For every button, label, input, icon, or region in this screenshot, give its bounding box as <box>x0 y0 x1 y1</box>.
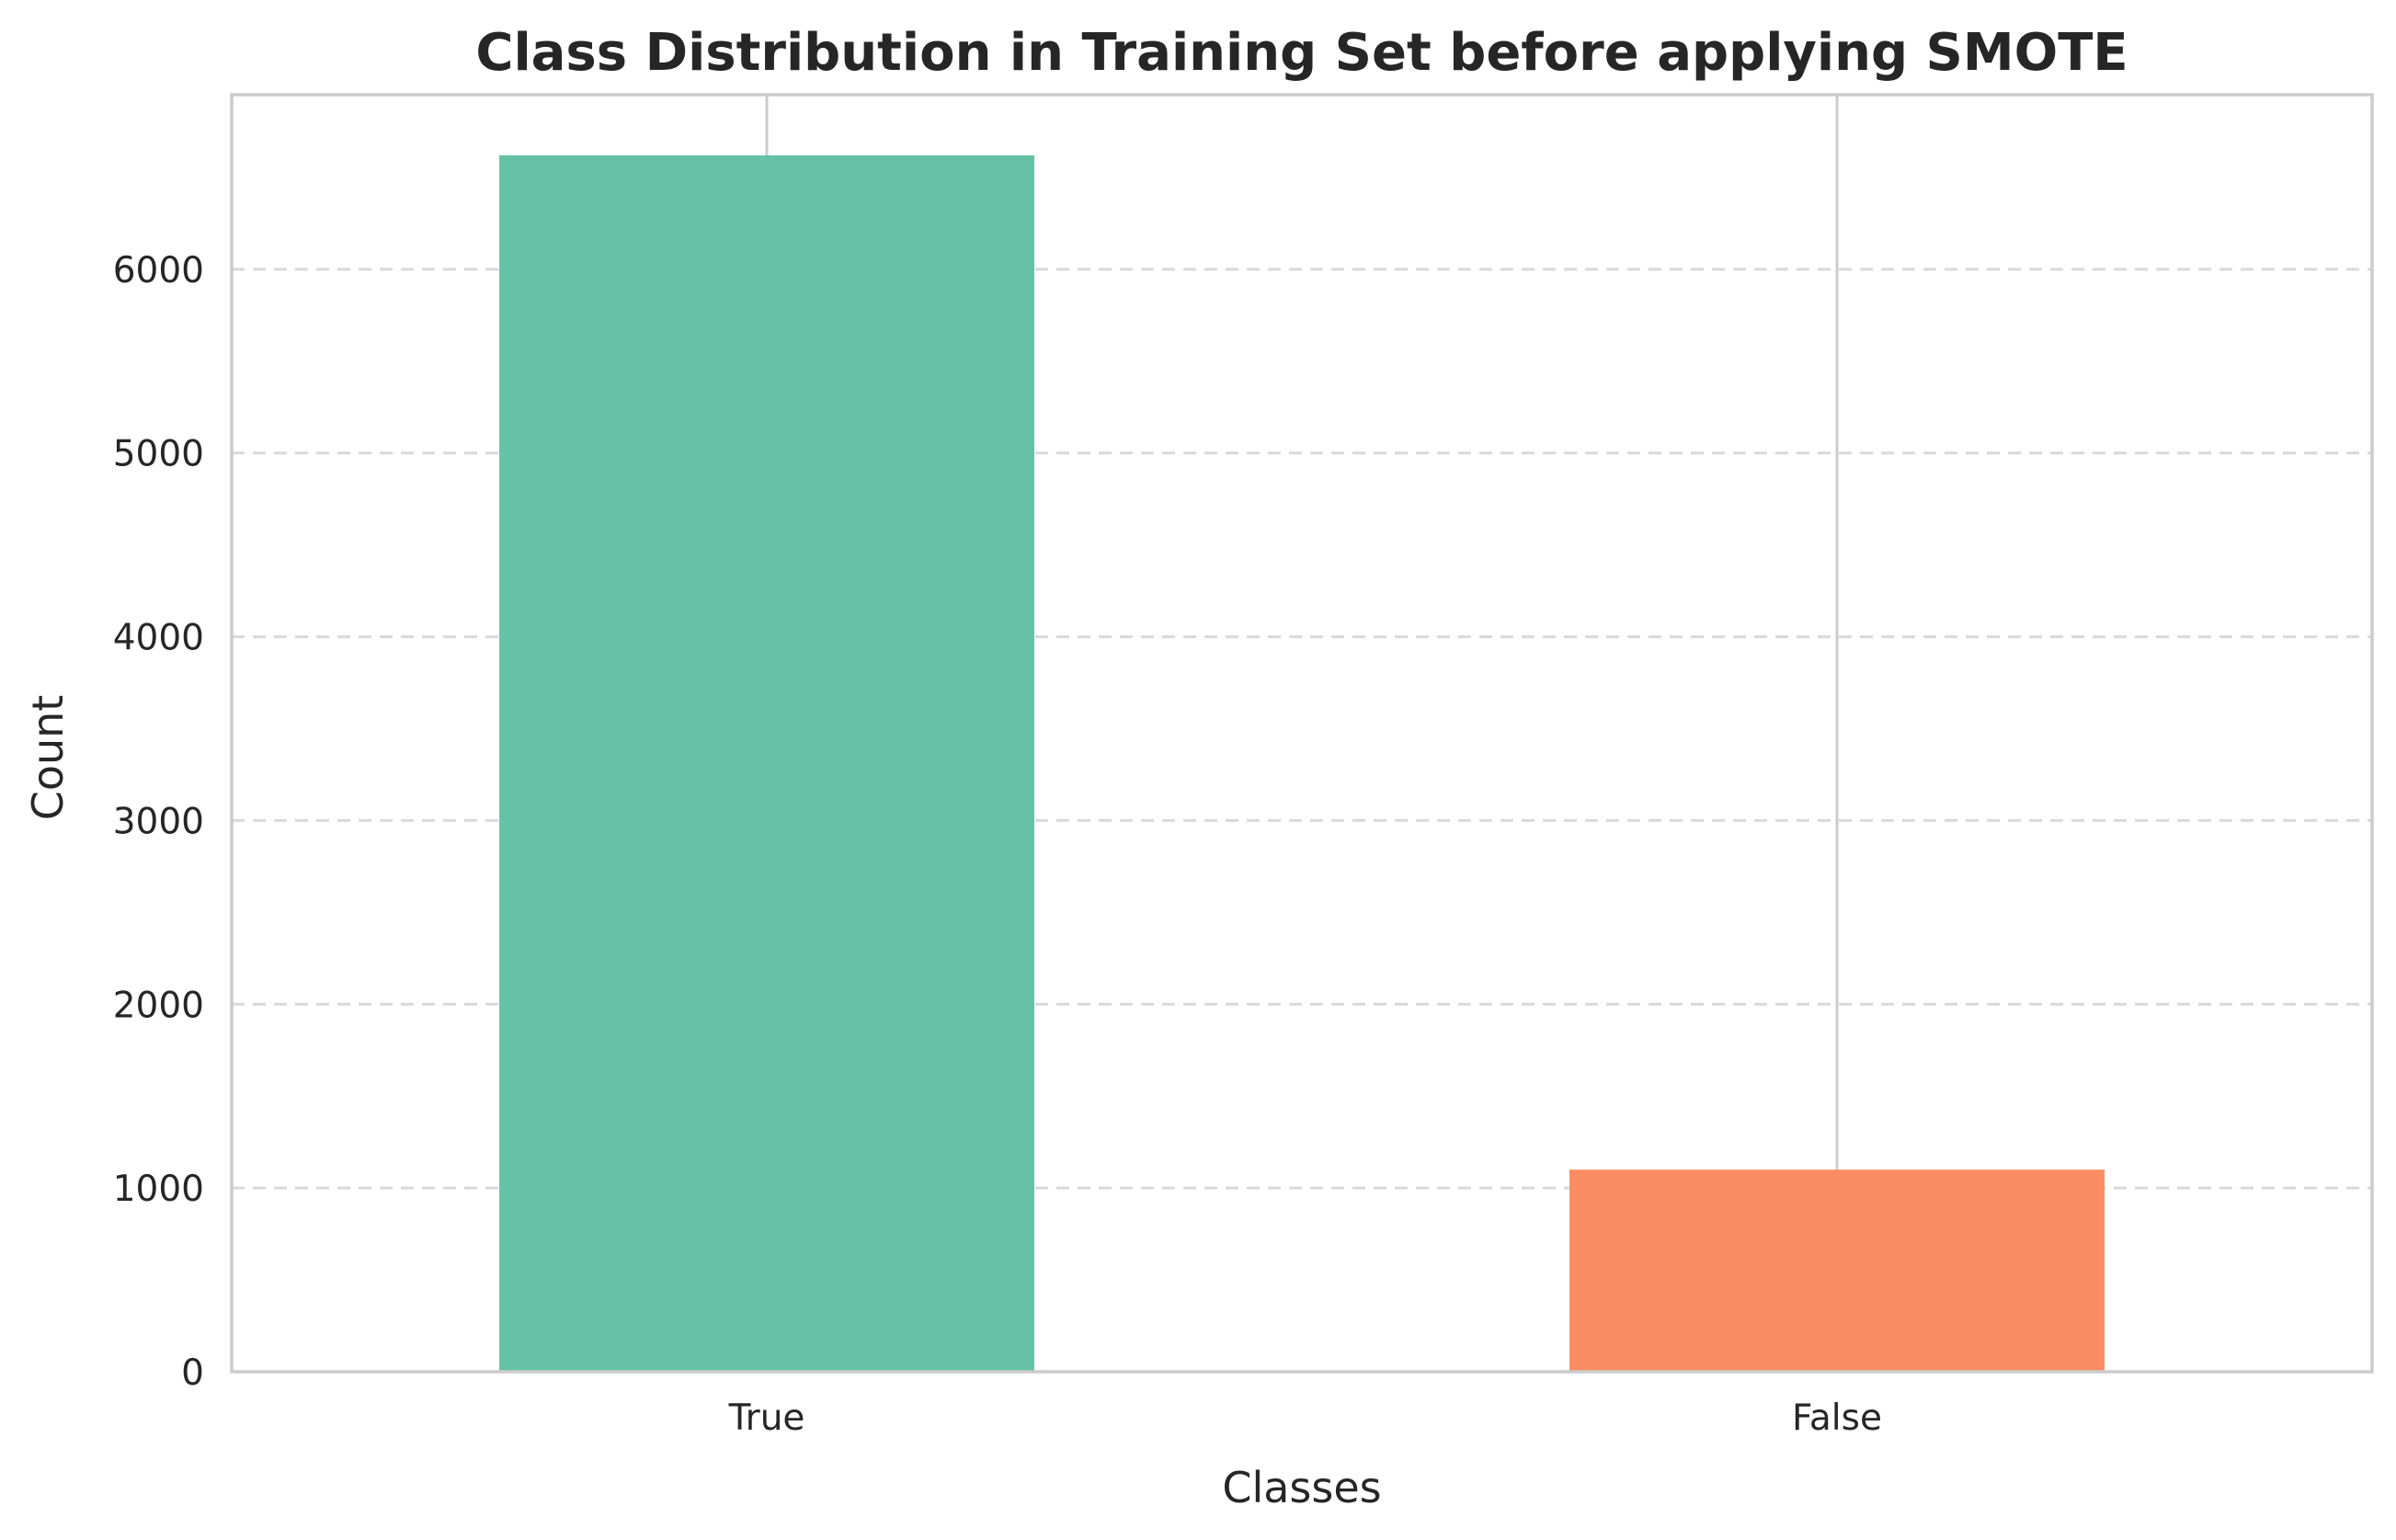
y-tick-label: 5000 <box>113 434 204 475</box>
y-tick-label: 1000 <box>113 1169 204 1210</box>
bar-true <box>499 154 1034 1372</box>
bar-false <box>1569 1169 2105 1372</box>
x-tick-label: True <box>728 1397 805 1439</box>
y-tick-label: 0 <box>181 1352 204 1394</box>
x-tick-label: False <box>1792 1397 1882 1439</box>
y-tick-label: 2000 <box>113 985 204 1026</box>
y-tick-label: 3000 <box>113 801 204 842</box>
plot-frame <box>230 93 2374 1374</box>
chart-title: Class Distribution in Training Set befor… <box>475 23 2128 83</box>
y-tick-labels: 0 1000 2000 3000 4000 5000 6000 <box>113 250 204 1394</box>
y-axis-label: Count <box>23 695 73 821</box>
bars <box>499 154 2105 1372</box>
x-tick-labels: True False <box>728 1397 1882 1439</box>
x-axis-label: Classes <box>1222 1463 1381 1512</box>
gridlines <box>232 268 2372 1190</box>
y-tick-label: 4000 <box>113 618 204 659</box>
y-tick-label: 6000 <box>113 250 204 291</box>
